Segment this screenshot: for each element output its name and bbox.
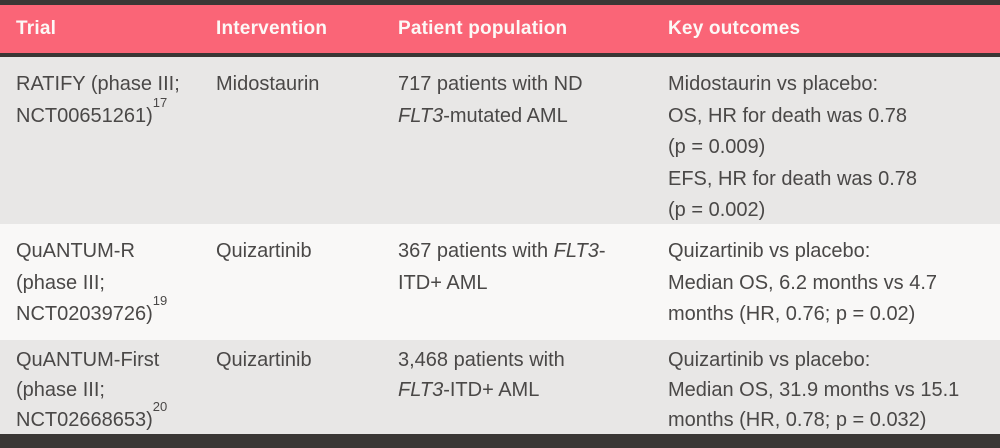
cell-intervention: Quizartinib — [216, 240, 312, 262]
cell-trial: QuANTUM-R (phase III; NCT02039726)19 — [16, 240, 168, 325]
cell-intervention: Midostaurin — [216, 73, 320, 95]
column-header-population: Patient population — [398, 18, 568, 39]
table-row: QuANTUM-First (phase III; NCT02668653)20 Q… — [0, 340, 1000, 434]
table-row: RATIFY (phase III; NCT00651261)17 Midosta… — [0, 57, 1000, 224]
header-divider — [0, 53, 1000, 57]
column-header-intervention: Intervention — [216, 18, 328, 39]
cell-outcomes: Quizartinib vs placebo: Median OS, 31.9 m… — [668, 349, 960, 431]
column-header-outcomes: Key outcomes — [668, 18, 801, 39]
table-top-border — [0, 0, 1000, 5]
cell-trial: RATIFY (phase III; NCT00651261)17 — [16, 73, 180, 127]
column-header-trial: Trial — [16, 18, 57, 39]
cell-outcomes: Midostaurin vs placebo: OS, HR for death … — [668, 73, 918, 221]
cell-trial: QuANTUM-First (phase III; NCT02668653)20 — [16, 349, 168, 431]
cell-population: 717 patients with ND FLT3-mutated AML — [398, 73, 583, 127]
table-bottom-border — [0, 434, 1000, 448]
cell-population: 3,468 patients with FLT3-ITD+ AML — [398, 349, 565, 401]
cell-population: 367 patients with FLT3- ITD+ AML — [398, 240, 606, 294]
table-row: QuANTUM-R (phase III; NCT02039726)19 Quiza… — [0, 224, 1000, 340]
cell-outcomes: Quizartinib vs placebo: Median OS, 6.2 mo… — [668, 240, 938, 325]
cell-intervention: Quizartinib — [216, 349, 312, 371]
table-header-row: Trial Intervention Patient population Ke… — [0, 5, 1000, 53]
